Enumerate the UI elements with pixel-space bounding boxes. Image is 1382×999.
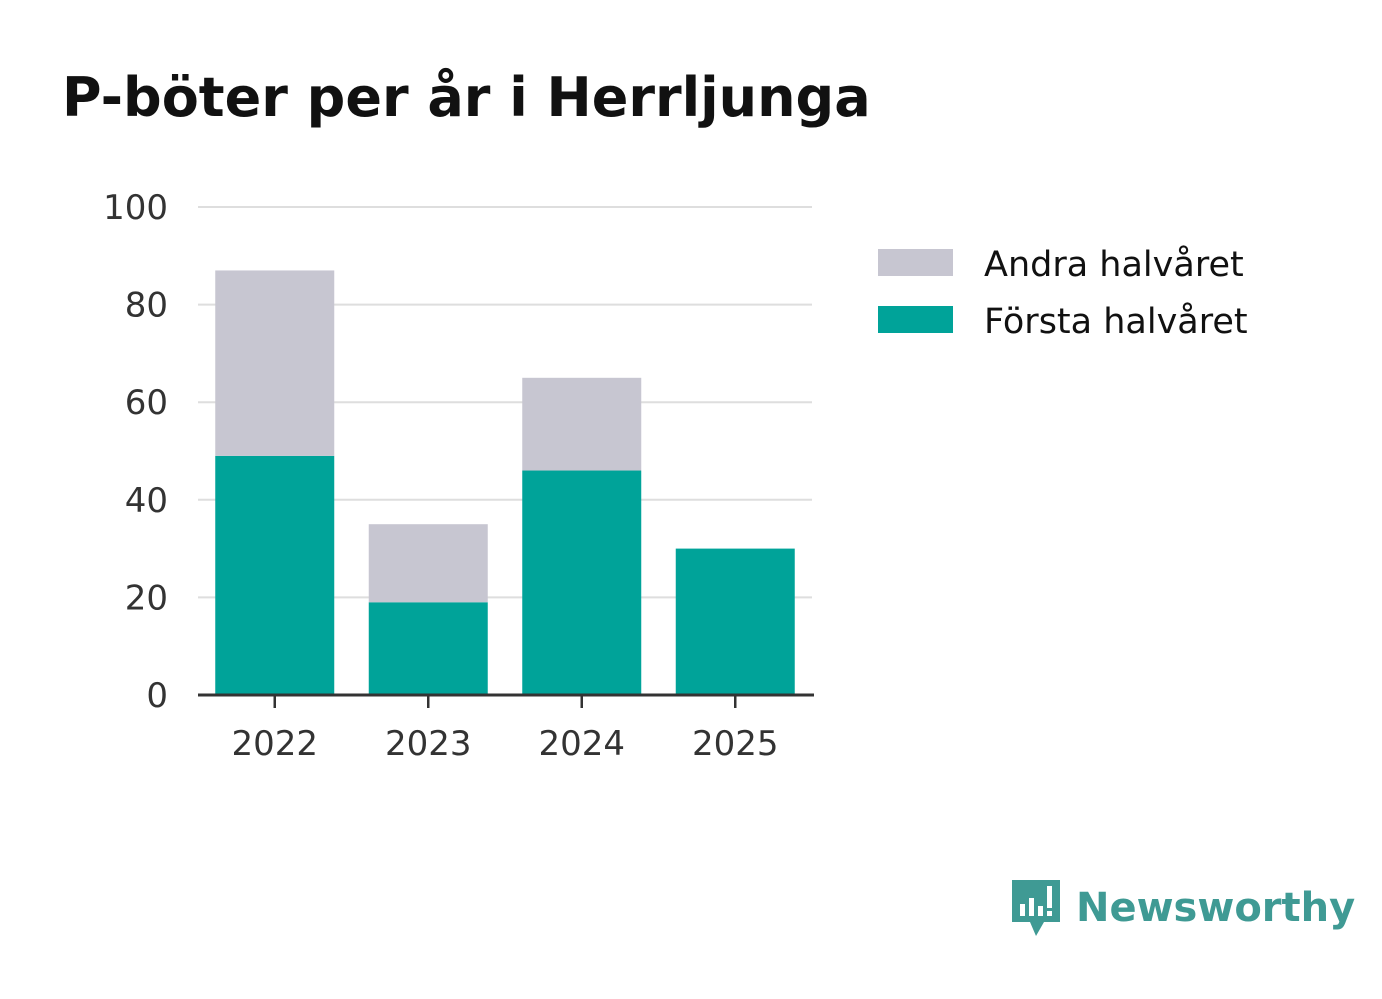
y-tick-label: 20 — [125, 578, 168, 618]
y-tick-label: 0 — [146, 676, 168, 716]
page-title: P-böter per år i Herrljunga — [62, 66, 871, 129]
x-tick-label: 2022 — [231, 724, 318, 764]
legend-swatch — [878, 306, 953, 333]
y-tick-label: 80 — [125, 286, 168, 326]
bar-segment — [368, 602, 488, 695]
y-tick-label: 40 — [125, 481, 168, 521]
bars — [215, 270, 795, 695]
bar-segment — [215, 270, 335, 456]
bar-segment — [675, 548, 795, 695]
newsworthy-logo-icon — [1012, 880, 1060, 936]
legend-swatch — [878, 249, 953, 276]
legend: Andra halvåret Första halvåret — [878, 244, 1248, 342]
x-tick-label: 2024 — [538, 724, 625, 764]
brand-logo: Newsworthy — [1010, 878, 1355, 938]
bar-segment — [368, 524, 488, 603]
bar-segment — [522, 470, 642, 695]
axes: 0 20 40 60 80 100 2022 2023 2024 2025 — [103, 188, 814, 764]
y-tick-label: 100 — [103, 188, 168, 228]
x-tick-label: 2025 — [692, 724, 779, 764]
legend-label: Andra halvåret — [984, 244, 1244, 285]
bar-segment — [215, 455, 335, 695]
x-tick-label: 2023 — [385, 724, 472, 764]
legend-label: Första halvåret — [984, 301, 1248, 342]
y-tick-label: 60 — [125, 383, 168, 423]
bar-segment — [522, 377, 642, 471]
brand-name: Newsworthy — [1076, 885, 1356, 931]
